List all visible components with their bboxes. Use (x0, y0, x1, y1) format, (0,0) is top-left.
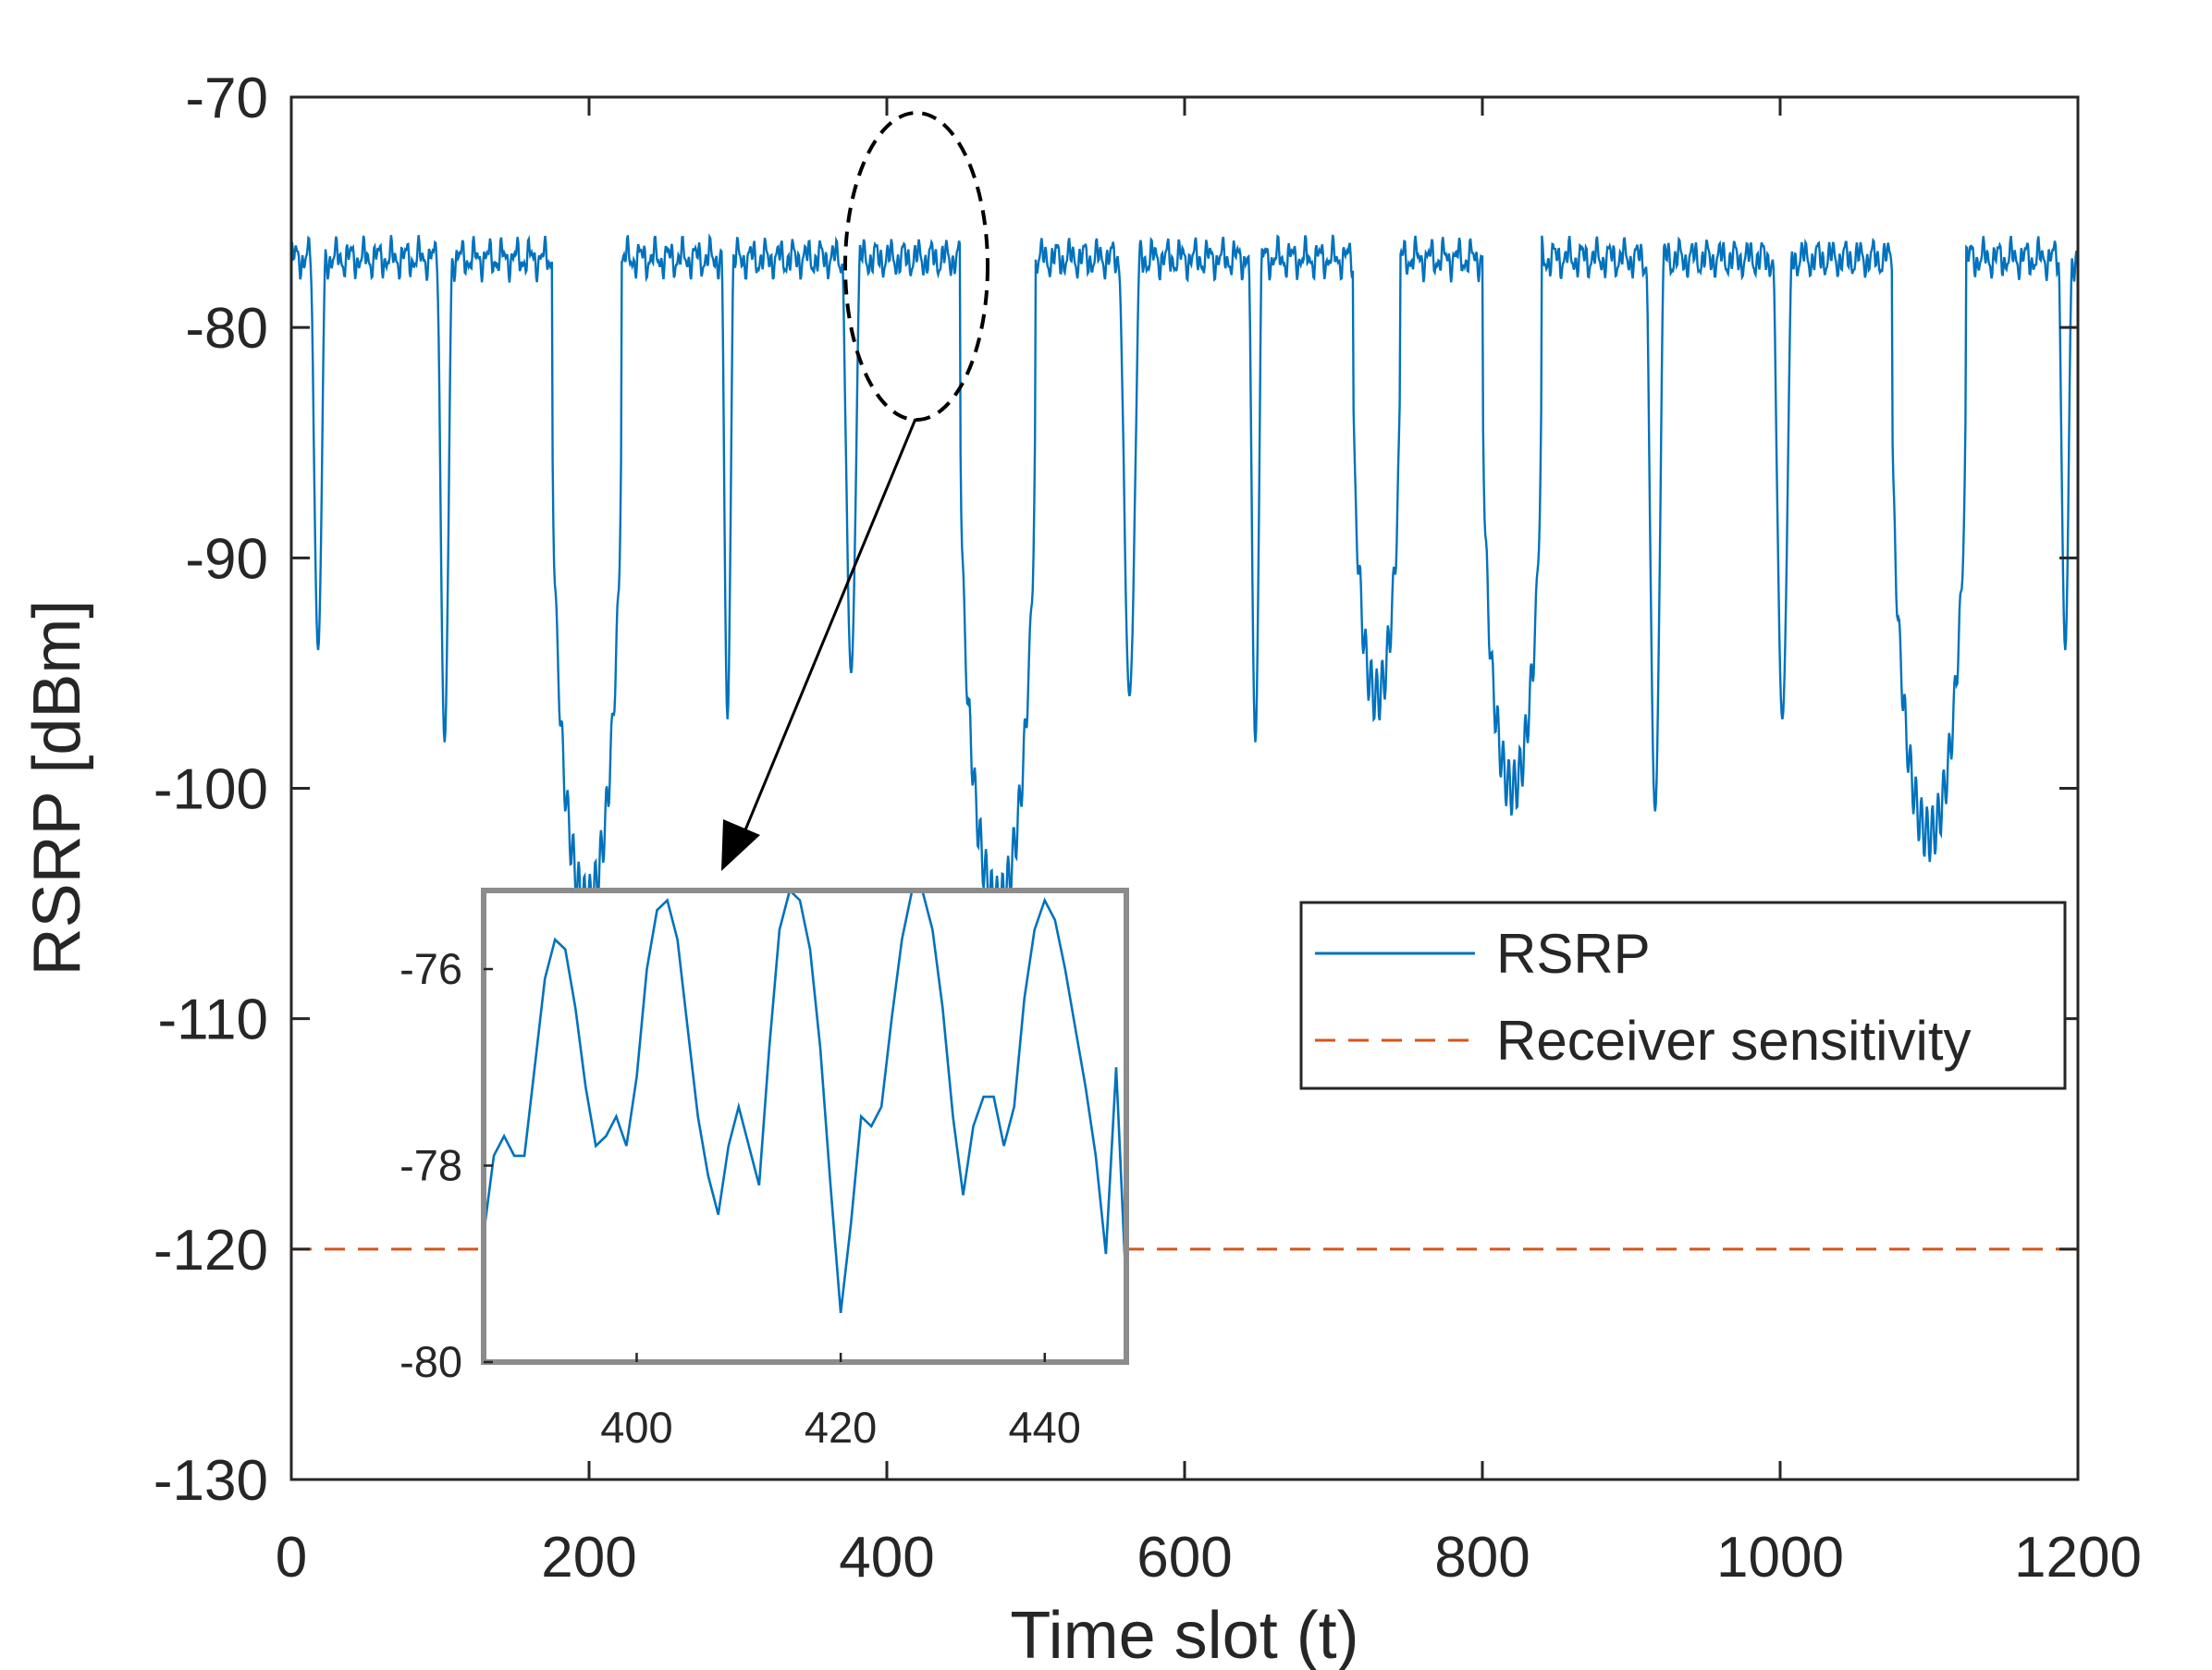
x-tick-label: 1000 (1716, 1526, 1844, 1590)
zoom-arrow-line (738, 418, 917, 844)
x-tick-label: 600 (1137, 1526, 1232, 1590)
y-tick-label: -70 (185, 67, 268, 130)
y-tick-label: -130 (154, 1449, 268, 1513)
inset-axes: 400 420 440 -76 -78 -80 (399, 888, 1129, 1452)
legend-sensitivity-label: Receiver sensitivity (1496, 1010, 1972, 1072)
inset-series-layer (482, 888, 1128, 1314)
rsrp-series-line (289, 232, 2080, 931)
inset-ticks: 400 420 440 -76 -78 -80 (399, 944, 1081, 1452)
main-series-layer (289, 232, 2080, 1251)
y-tick-label: -80 (185, 297, 268, 361)
y-tick-label: -110 (158, 988, 269, 1052)
y-tick-label: -90 (185, 527, 268, 591)
x-tick-label: 400 (839, 1526, 934, 1590)
inset-y-tick-label: -78 (399, 1141, 462, 1190)
x-tick-label: 200 (541, 1526, 636, 1590)
inset-x-tick-label: 440 (1009, 1403, 1081, 1452)
legend-rsrp-label: RSRP (1496, 923, 1651, 985)
inset-rsrp-series-line (482, 888, 1128, 1314)
inset-x-tick-label: 400 (600, 1403, 672, 1452)
inset-y-tick-label: -80 (399, 1337, 462, 1386)
y-tick-label: -100 (154, 758, 268, 822)
y-tick-label: -120 (154, 1219, 268, 1283)
x-tick-label: 0 (276, 1526, 307, 1590)
y-axis-title: RSRP [dBm] (20, 600, 94, 976)
zoom-arrow-head (721, 819, 760, 871)
x-axis-title: Time slot (t) (1010, 1599, 1358, 1670)
inset-x-tick-label: 420 (805, 1403, 877, 1452)
main-ticks: 0 200 400 600 800 1000 1200 -70 -80 -90 -100 -110 -1… (154, 67, 2142, 1590)
x-tick-label: 1200 (2014, 1526, 2142, 1590)
legend-box (1299, 901, 2067, 1090)
inset-axes-box (481, 888, 1129, 1365)
inset-plot-area (484, 890, 1126, 1362)
legend: RSRP Receiver sensitivity (1299, 901, 2067, 1090)
x-tick-label: 800 (1434, 1526, 1530, 1590)
inset-y-tick-label: -76 (399, 944, 462, 993)
